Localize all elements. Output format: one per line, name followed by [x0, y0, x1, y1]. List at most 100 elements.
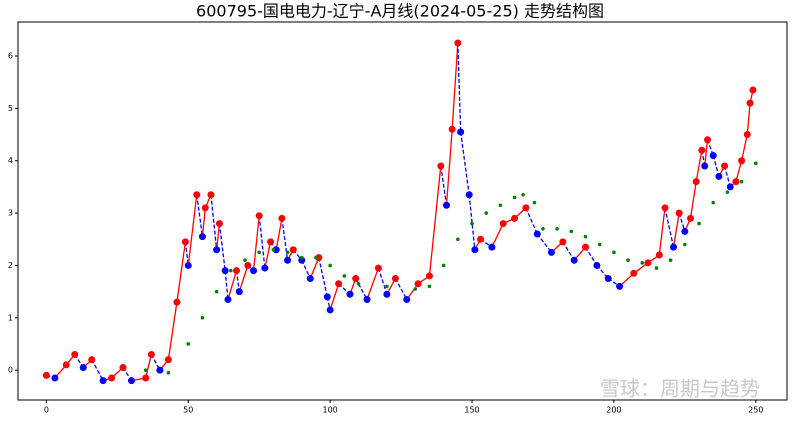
- ma-point: [711, 200, 716, 205]
- price-point: [79, 364, 87, 372]
- price-point: [62, 361, 70, 369]
- price-segment: [275, 218, 283, 250]
- ma-point: [456, 237, 460, 242]
- price-segment: [491, 223, 504, 248]
- price-point: [198, 233, 206, 241]
- price-point: [644, 259, 652, 267]
- price-point: [559, 238, 567, 246]
- price-segment: [525, 207, 538, 235]
- ma-point: [555, 227, 559, 231]
- price-point: [284, 256, 292, 264]
- price-point: [488, 243, 496, 251]
- price-segment: [281, 218, 289, 261]
- y-tick-label: 3: [8, 209, 13, 218]
- price-point: [726, 183, 734, 191]
- price-segment: [238, 265, 249, 292]
- price-point: [414, 280, 422, 288]
- price-point: [193, 191, 201, 199]
- price-point: [738, 157, 746, 165]
- ma-point: [532, 200, 537, 205]
- price-point: [709, 152, 717, 160]
- ma-point: [512, 195, 517, 200]
- y-tick-label: 0: [8, 366, 13, 375]
- price-point: [363, 295, 371, 303]
- price-point: [326, 306, 334, 314]
- price-point: [582, 243, 590, 251]
- price-segment: [712, 155, 720, 177]
- price-point: [213, 246, 221, 254]
- price-segment: [252, 215, 260, 271]
- ma-point: [498, 203, 503, 208]
- price-point: [221, 267, 229, 275]
- price-point: [681, 227, 689, 235]
- ma-point: [626, 258, 630, 263]
- price-segment: [377, 267, 388, 295]
- price-segment: [196, 194, 204, 237]
- ma-point: [470, 221, 474, 226]
- price-point: [675, 209, 683, 217]
- price-segment: [329, 283, 340, 311]
- ma-point: [640, 261, 645, 265]
- price-point: [272, 246, 280, 254]
- ma-point: [521, 192, 525, 197]
- price-segment: [746, 103, 751, 135]
- price-point: [173, 298, 181, 306]
- price-point: [692, 178, 700, 186]
- price-point: [346, 290, 354, 298]
- ma-point: [356, 281, 361, 286]
- price-point: [164, 356, 172, 364]
- ma-point: [413, 287, 418, 291]
- price-point: [391, 275, 399, 283]
- price-point: [267, 238, 275, 246]
- price-point: [593, 261, 601, 269]
- price-point: [749, 86, 757, 94]
- price-point: [522, 204, 530, 212]
- ma-point: [612, 250, 616, 255]
- price-segment: [227, 270, 238, 300]
- price-point: [335, 280, 343, 288]
- price-point: [465, 191, 473, 199]
- ma-point: [668, 258, 673, 263]
- ma-point: [739, 179, 744, 184]
- ma-point: [697, 221, 701, 226]
- ma-point: [314, 255, 318, 260]
- price-point: [306, 275, 314, 283]
- price-segment: [176, 241, 187, 303]
- price-point: [669, 243, 677, 251]
- price-point: [298, 256, 306, 264]
- price-segment: [740, 134, 748, 161]
- ma-point: [328, 263, 332, 268]
- ma-point: [441, 263, 446, 268]
- ma-point: [654, 266, 659, 270]
- price-point: [661, 204, 669, 212]
- y-tick-label: 6: [8, 52, 13, 61]
- price-segment: [562, 241, 575, 261]
- price-segment: [309, 257, 320, 279]
- price-point: [181, 238, 189, 246]
- price-segment: [91, 359, 104, 381]
- price-segment: [218, 223, 226, 271]
- price-point: [448, 125, 456, 133]
- price-point: [701, 162, 709, 170]
- price-segment: [689, 181, 697, 219]
- price-point: [743, 131, 751, 139]
- price-segment: [672, 212, 680, 248]
- price-point: [235, 288, 243, 296]
- price-segment: [167, 302, 178, 360]
- price-point: [477, 235, 485, 243]
- chart-title: 600795-国电电力-辽宁-A月线(2024-05-25) 走势结构图: [196, 2, 604, 21]
- price-point: [250, 267, 258, 275]
- ma-point: [271, 247, 276, 252]
- price-segment: [460, 131, 470, 195]
- price-point: [119, 364, 127, 372]
- price-segment: [664, 207, 675, 248]
- price-point: [224, 295, 232, 303]
- ma-point: [186, 342, 191, 346]
- price-point: [746, 99, 754, 107]
- price-point: [604, 275, 612, 283]
- x-tick-label: 250: [748, 406, 763, 415]
- ma-point: [285, 250, 290, 255]
- watermark: 雪球：周期与趋势: [600, 377, 760, 401]
- ma-point: [753, 161, 758, 166]
